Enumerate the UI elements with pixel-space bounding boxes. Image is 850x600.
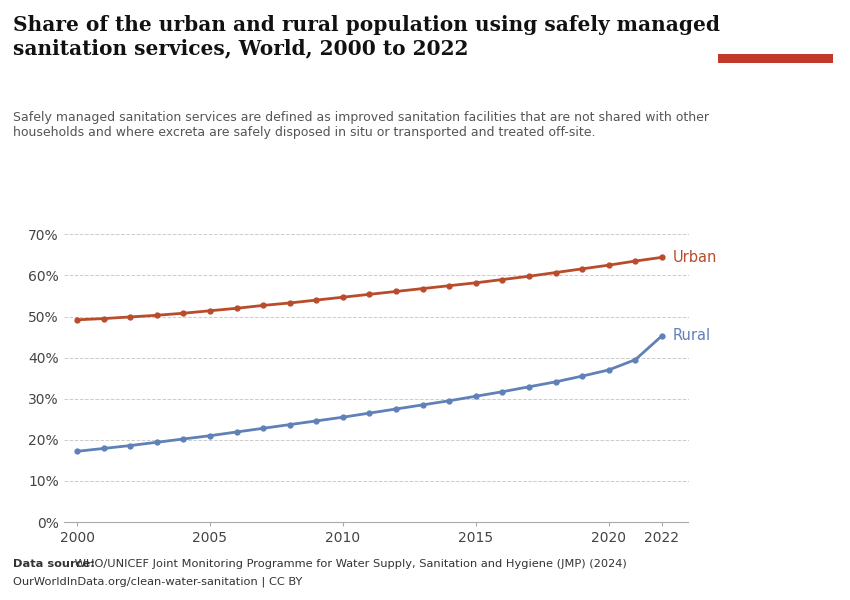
Text: OurWorldInData.org/clean-water-sanitation | CC BY: OurWorldInData.org/clean-water-sanitatio… [13, 576, 302, 587]
Bar [718, 54, 833, 63]
Text: Share of the urban and rural population using safely managed
sanitation services: Share of the urban and rural population … [13, 15, 720, 58]
Text: WHO/UNICEF Joint Monitoring Programme for Water Supply, Sanitation and Hygiene (: WHO/UNICEF Joint Monitoring Programme fo… [71, 559, 626, 569]
Text: Rural: Rural [673, 328, 711, 343]
Text: Our World: Our World [746, 21, 805, 31]
Text: Data source:: Data source: [13, 559, 94, 569]
Text: in Data: in Data [755, 37, 796, 47]
Text: Urban: Urban [673, 250, 717, 265]
Text: Safely managed sanitation services are defined as improved sanitation facilities: Safely managed sanitation services are d… [13, 111, 709, 139]
